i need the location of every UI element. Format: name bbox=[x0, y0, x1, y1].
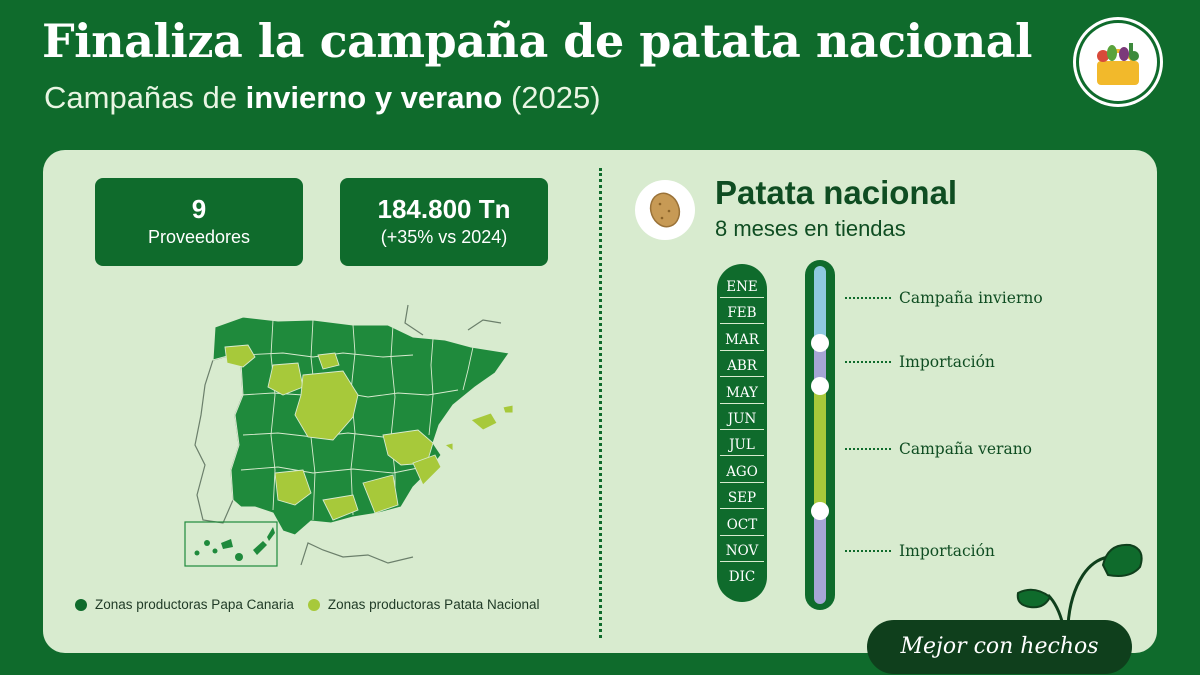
section-divider bbox=[599, 168, 602, 638]
plant-icon bbox=[1016, 543, 1143, 625]
campaign-importacion-1: Importación bbox=[845, 353, 995, 371]
campaign-invierno: Campaña invierno bbox=[845, 289, 1043, 307]
spain-map bbox=[184, 304, 514, 567]
timeline-marker bbox=[811, 334, 829, 352]
map-legend: Zonas productoras Papa Canaria Zonas pro… bbox=[75, 597, 554, 612]
month-label: JUL bbox=[720, 434, 764, 457]
month-label: JUN bbox=[720, 408, 764, 430]
leader-dots bbox=[845, 550, 891, 552]
month-label: ABR bbox=[720, 355, 764, 378]
month-label: OCT bbox=[720, 514, 764, 536]
campaign-label: Importación bbox=[899, 542, 995, 560]
stat-providers: 9 Proveedores bbox=[95, 178, 303, 266]
stat-value: 184.800 Tn bbox=[377, 194, 511, 224]
segment-importacion-1 bbox=[814, 340, 826, 390]
subtitle-prefix: Campañas de bbox=[44, 80, 246, 115]
segment-importacion-2 bbox=[814, 510, 826, 604]
campaign-label: Importación bbox=[899, 353, 995, 371]
campaign-label: Campaña verano bbox=[899, 440, 1033, 458]
legend-label: Zonas productoras Papa Canaria bbox=[95, 597, 294, 612]
campaign-importacion-2: Importación bbox=[845, 542, 995, 560]
content-card: 9 Proveedores 184.800 Tn (+35% vs 2024) bbox=[43, 150, 1157, 653]
month-label: NOV bbox=[720, 540, 764, 562]
segment-verano bbox=[814, 388, 826, 514]
section-subtitle: 8 meses en tiendas bbox=[715, 216, 906, 241]
month-label: MAY bbox=[720, 382, 764, 404]
legend-item-patata-nacional: Zonas productoras Patata Nacional bbox=[307, 597, 540, 612]
timeline-bar bbox=[811, 266, 829, 604]
segment-invierno bbox=[814, 266, 826, 346]
leader-dots bbox=[845, 297, 891, 299]
legend-dot bbox=[307, 598, 320, 611]
potato-badge bbox=[635, 180, 695, 240]
campaign-timeline bbox=[805, 260, 835, 610]
campaign-label: Campaña invierno bbox=[899, 289, 1043, 307]
legend-dot bbox=[75, 598, 87, 611]
month-label: DIC bbox=[728, 569, 756, 586]
month-label: ENE bbox=[720, 276, 764, 298]
basket-icon bbox=[1097, 43, 1139, 85]
page-subtitle: Campañas de invierno y verano (2025) bbox=[44, 80, 601, 116]
stat-value: 9 bbox=[191, 194, 207, 224]
month-label: SEP bbox=[720, 487, 764, 510]
subtitle-suffix: (2025) bbox=[502, 80, 601, 115]
month-label: AGO bbox=[720, 461, 764, 483]
tagline-pill: Mejor con hechos bbox=[867, 620, 1132, 674]
brand-logo bbox=[1076, 20, 1160, 104]
months-column: ENE FEB MAR ABR MAY JUN JUL AGO SEP OCT … bbox=[717, 264, 767, 602]
legend-item-papa-canaria: Zonas productoras Papa Canaria bbox=[75, 597, 294, 612]
month-label: FEB bbox=[720, 302, 764, 325]
page-title: Finaliza la campaña de patata nacional bbox=[42, 14, 1032, 68]
stat-label: Proveedores bbox=[147, 227, 251, 247]
subtitle-bold: invierno y verano bbox=[245, 80, 503, 115]
legend-label: Zonas productoras Patata Nacional bbox=[327, 597, 540, 612]
campaign-verano: Campaña verano bbox=[845, 440, 1032, 458]
potato-icon bbox=[649, 192, 681, 228]
leader-dots bbox=[845, 361, 891, 363]
section-title: Patata nacional bbox=[715, 174, 958, 211]
stat-label: (+35% vs 2024) bbox=[380, 227, 508, 247]
timeline-marker bbox=[811, 377, 829, 395]
leader-dots bbox=[845, 448, 891, 450]
timeline-marker bbox=[811, 502, 829, 520]
month-label: MAR bbox=[720, 329, 764, 351]
stat-tonnage: 184.800 Tn (+35% vs 2024) bbox=[340, 178, 548, 266]
